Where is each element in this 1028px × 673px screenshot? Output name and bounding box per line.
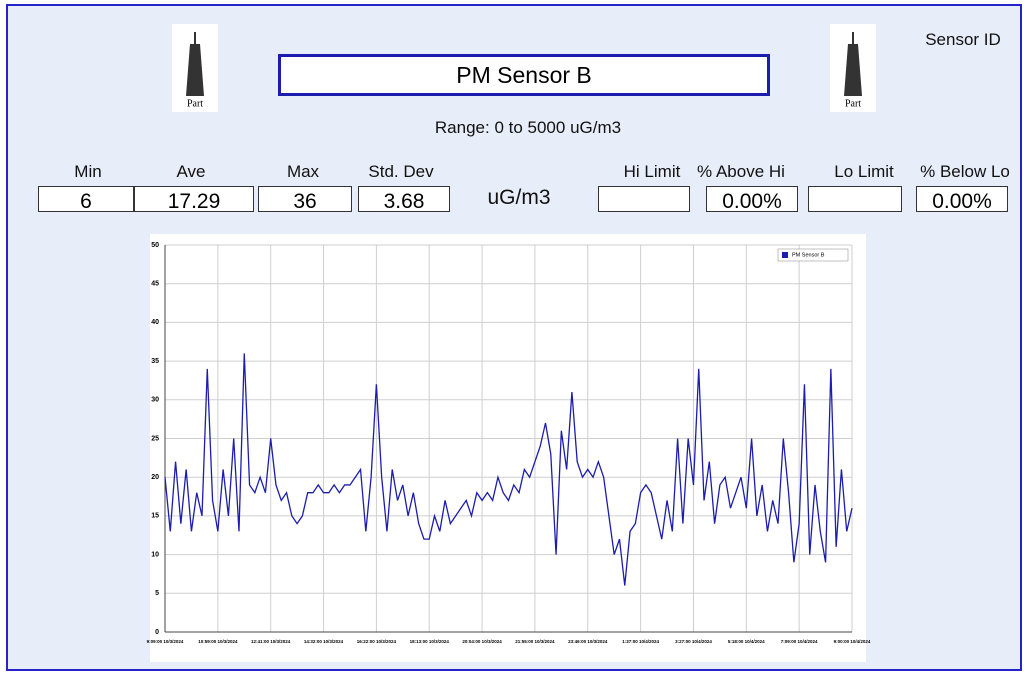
x-tick-label: 23:46:00 10/3/2024 xyxy=(568,639,608,644)
icon-label: Part xyxy=(187,98,203,109)
x-tick-label: 3:27:00 10/4/2024 xyxy=(675,639,712,644)
y-tick-label: 0 xyxy=(155,629,159,636)
x-tick-label: 12:41:00 10/3/2024 xyxy=(251,639,291,644)
stat-value: 36 xyxy=(258,186,352,212)
limit-label: % Above Hi xyxy=(697,162,785,181)
legend-swatch xyxy=(782,252,788,258)
y-tick-label: 15 xyxy=(151,513,159,520)
legend-box xyxy=(777,248,849,262)
x-tick-label: 14:32:00 10/3/2024 xyxy=(304,639,344,644)
tower xyxy=(186,44,204,96)
x-tick-label: 7:09:00 10/4/2024 xyxy=(781,639,818,644)
icon: Part xyxy=(172,24,218,112)
y-tick-label: 35 xyxy=(151,358,159,365)
limit-box xyxy=(808,186,902,212)
stat-value: 17.29 xyxy=(134,186,254,212)
unit-label: uG/m3 xyxy=(487,186,551,209)
limit-label: Lo Limit xyxy=(834,162,894,181)
tower xyxy=(844,44,862,96)
stat-value: 3.68 xyxy=(358,186,450,212)
y-tick-label: 10 xyxy=(151,551,159,558)
chart-background xyxy=(150,234,866,662)
x-tick-label: 9:09:00 10/3/2024 xyxy=(147,639,184,644)
y-tick-label: 20 xyxy=(151,474,159,481)
tower-icon: Part xyxy=(186,32,204,109)
stat-label: Min xyxy=(74,162,102,181)
limit-label: Hi Limit xyxy=(623,162,681,181)
tower-icon: Part xyxy=(844,32,862,109)
series-line xyxy=(164,353,853,586)
x-tick-label: 5:18:00 10/4/2024 xyxy=(728,639,765,644)
x-tick-label: 9:00:00 10/4/2024 xyxy=(834,639,871,644)
y-tick-label: 5 xyxy=(155,590,159,597)
stat-label: Std. Dev xyxy=(368,162,434,181)
x-tick-label: 16:22:00 10/3/2024 xyxy=(357,639,397,644)
stat-value: 6 xyxy=(38,186,134,212)
icon: Part xyxy=(830,24,876,112)
x-tick-label: 20:04:00 10/3/2024 xyxy=(462,639,502,644)
stat-label: Ave xyxy=(176,162,206,181)
y-tick-label: 30 xyxy=(151,397,159,404)
y-tick-label: 25 xyxy=(151,435,159,442)
stat-label: Max xyxy=(286,162,320,181)
x-tick-label: 18:13:00 10/3/2024 xyxy=(410,639,450,644)
range-label: Range: 0 to 5000 uG/m3 xyxy=(434,118,622,137)
y-tick-label: 40 xyxy=(151,319,159,326)
icon-label: Part xyxy=(845,98,861,109)
legend-label: PM Sensor B xyxy=(792,252,825,258)
limit-value: 0.00% xyxy=(916,186,1008,212)
limit-value: 0.00% xyxy=(706,186,798,212)
x-tick-label: 21:55:00 10/3/2024 xyxy=(515,639,555,644)
limit-label: % Below Lo xyxy=(920,162,1010,181)
y-tick-label: 45 xyxy=(151,281,159,288)
x-tick-label: 1:37:00 10/4/2024 xyxy=(622,639,659,644)
x-tick-label: 10:59:00 10/3/2024 xyxy=(198,639,238,644)
title-box: PM Sensor B xyxy=(278,54,770,96)
sensor-id-label: Sensor ID xyxy=(925,30,1001,49)
limit-box xyxy=(598,186,690,212)
y-tick-label: 50 xyxy=(151,242,159,249)
